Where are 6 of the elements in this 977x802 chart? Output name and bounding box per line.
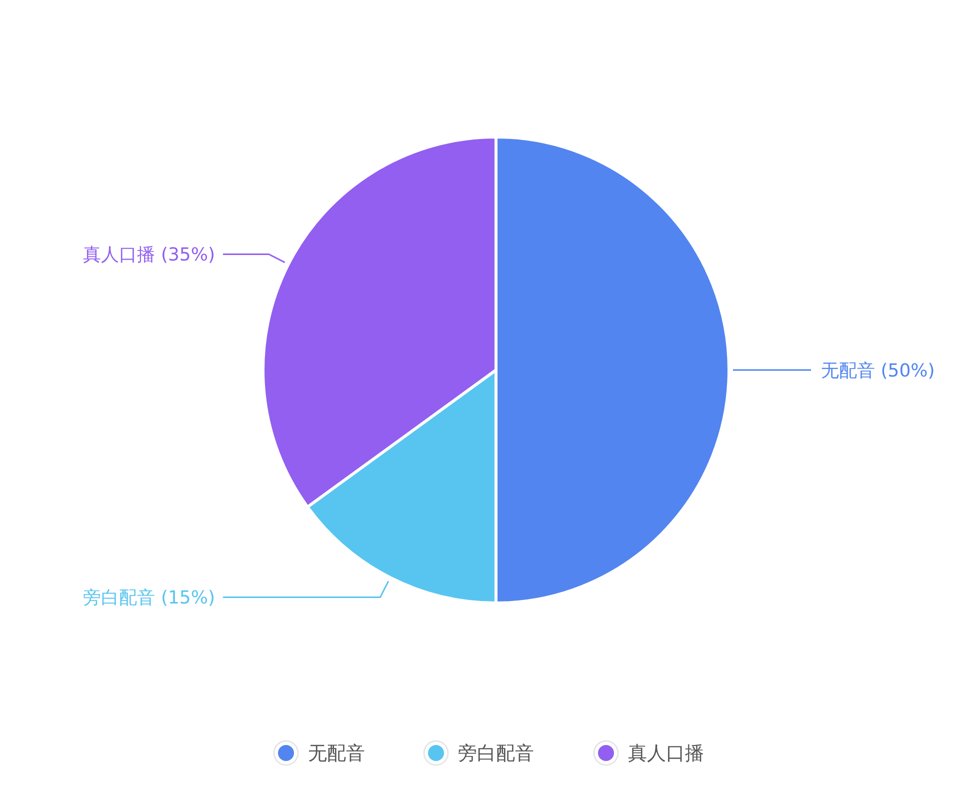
data-label: 真人口播 (35%) [83, 244, 215, 266]
legend-label: 无配音 [308, 742, 365, 765]
legend-label: 旁白配音 [458, 742, 534, 765]
data-label: 无配音 (50%) [821, 360, 935, 382]
legend-label: 真人口播 [628, 742, 704, 765]
data-label: 旁白配音 (15%) [83, 588, 215, 609]
